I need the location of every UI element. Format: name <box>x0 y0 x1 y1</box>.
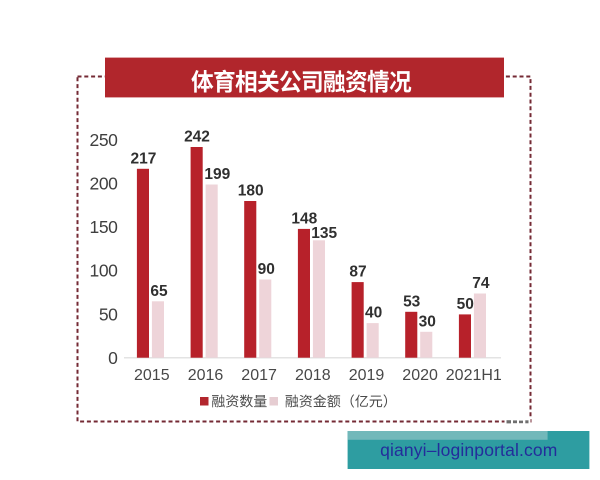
svg-text:74: 74 <box>472 275 490 292</box>
svg-text:50: 50 <box>457 296 474 313</box>
svg-text:2020: 2020 <box>402 367 438 384</box>
svg-text:199: 199 <box>204 166 230 183</box>
svg-text:65: 65 <box>150 283 168 300</box>
svg-text:150: 150 <box>90 217 119 237</box>
svg-text:2016: 2016 <box>188 367 224 384</box>
svg-text:qianyi–loginportal.com: qianyi–loginportal.com <box>380 440 557 460</box>
svg-text:40: 40 <box>365 305 382 322</box>
svg-text:242: 242 <box>184 129 210 146</box>
svg-text:2017: 2017 <box>241 367 277 384</box>
svg-text:53: 53 <box>403 293 421 310</box>
svg-text:87: 87 <box>349 264 366 281</box>
svg-text:2021H1: 2021H1 <box>446 367 502 384</box>
svg-text:50: 50 <box>99 304 118 324</box>
svg-text:135: 135 <box>311 225 337 242</box>
svg-text:250: 250 <box>90 130 119 150</box>
svg-text:180: 180 <box>238 183 264 200</box>
svg-text:2015: 2015 <box>134 367 170 384</box>
svg-text:2018: 2018 <box>295 367 331 384</box>
svg-text:100: 100 <box>90 261 119 281</box>
svg-text:90: 90 <box>258 261 275 278</box>
svg-text:2019: 2019 <box>349 367 385 384</box>
svg-text:217: 217 <box>130 150 156 167</box>
svg-text:200: 200 <box>90 174 119 194</box>
svg-text:0: 0 <box>108 348 118 368</box>
svg-text:30: 30 <box>419 313 436 330</box>
svg-text:148: 148 <box>291 211 317 228</box>
